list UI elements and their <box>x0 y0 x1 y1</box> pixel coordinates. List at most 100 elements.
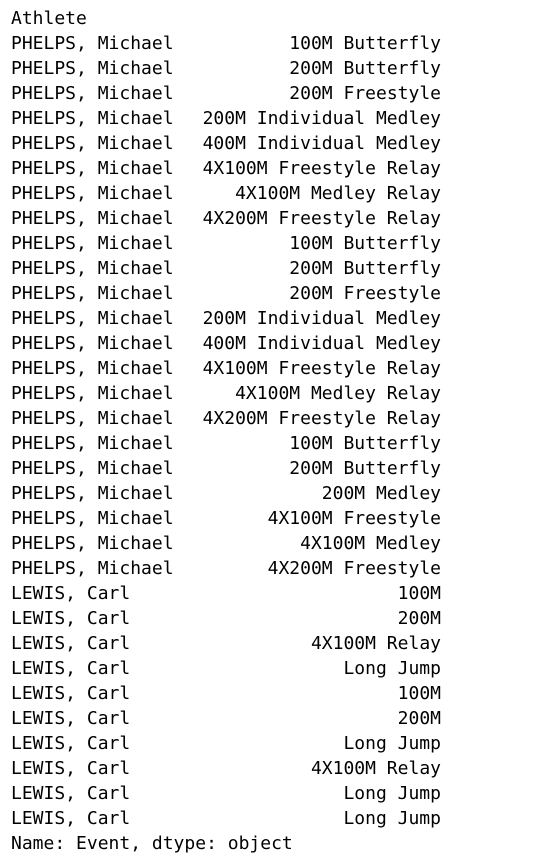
athlete-name: PHELPS, Michael <box>11 508 174 529</box>
series-row: LEWIS, Carl 200M <box>11 706 441 731</box>
series-output: Athlete PHELPS, Michael 100M Butterfly PHE… <box>11 6 546 856</box>
series-row: PHELPS, Michael 4X100M Freestyle Relay <box>11 356 441 381</box>
event-name: 200M Medley <box>321 483 441 504</box>
series-row: PHELPS, Michael 200M Butterfly <box>11 56 441 81</box>
event-name: 4X100M Medley <box>300 533 441 554</box>
event-name: 4X200M Freestyle Relay <box>202 208 441 229</box>
event-name: 200M Butterfly <box>289 258 441 279</box>
event-name: 4X100M Medley Relay <box>235 183 441 204</box>
series-row: PHELPS, Michael 4X100M Medley Relay <box>11 381 441 406</box>
athlete-name: LEWIS, Carl <box>11 658 131 679</box>
series-row: PHELPS, Michael 4X200M Freestyle Relay <box>11 406 441 431</box>
athlete-name: PHELPS, Michael <box>11 108 174 129</box>
event-name: 100M Butterfly <box>289 233 441 254</box>
athlete-name: PHELPS, Michael <box>11 258 174 279</box>
series-row: PHELPS, Michael 400M Individual Medley <box>11 131 441 156</box>
event-name: 4X200M Freestyle <box>267 558 441 579</box>
athlete-name: LEWIS, Carl <box>11 733 131 754</box>
athlete-name: PHELPS, Michael <box>11 458 174 479</box>
event-name: 4X100M Freestyle <box>267 508 441 529</box>
series-row: LEWIS, Carl Long Jump <box>11 731 441 756</box>
event-name: 200M Butterfly <box>289 458 441 479</box>
event-name: 4X100M Relay <box>310 633 441 654</box>
event-name: 200M Freestyle <box>289 83 441 104</box>
athlete-name: LEWIS, Carl <box>11 708 131 729</box>
event-name: 100M Butterfly <box>289 433 441 454</box>
athlete-name: PHELPS, Michael <box>11 433 174 454</box>
series-footer: Name: Event, dtype: object <box>11 833 293 854</box>
athlete-name: LEWIS, Carl <box>11 608 131 629</box>
event-name: 4X100M Relay <box>310 758 441 779</box>
series-row: LEWIS, Carl 4X100M Relay <box>11 756 441 781</box>
event-name: 200M Butterfly <box>289 58 441 79</box>
event-name: 4X200M Freestyle Relay <box>202 408 441 429</box>
index-name-header: Athlete <box>11 8 87 29</box>
series-row: PHELPS, Michael 4X200M Freestyle Relay <box>11 206 441 231</box>
athlete-name: LEWIS, Carl <box>11 808 131 829</box>
event-name: 200M Freestyle <box>289 283 441 304</box>
event-name: Long Jump <box>343 808 441 829</box>
event-name: 400M Individual Medley <box>202 333 441 354</box>
series-row: PHELPS, Michael 4X100M Medley <box>11 531 441 556</box>
athlete-name: PHELPS, Michael <box>11 33 174 54</box>
athlete-name: PHELPS, Michael <box>11 358 174 379</box>
series-row: PHELPS, Michael 200M Butterfly <box>11 456 441 481</box>
event-name: 100M Butterfly <box>289 33 441 54</box>
series-row: PHELPS, Michael 200M Freestyle <box>11 81 441 106</box>
athlete-name: PHELPS, Michael <box>11 308 174 329</box>
athlete-name: PHELPS, Michael <box>11 483 174 504</box>
series-row: LEWIS, Carl Long Jump <box>11 806 441 831</box>
series-row: PHELPS, Michael 100M Butterfly <box>11 431 441 456</box>
series-rows: PHELPS, Michael 100M Butterfly PHELPS, Mic… <box>11 31 546 831</box>
series-row: PHELPS, Michael 4X100M Freestyle <box>11 506 441 531</box>
athlete-name: PHELPS, Michael <box>11 558 174 579</box>
series-row: PHELPS, Michael 100M Butterfly <box>11 31 441 56</box>
event-name: 4X100M Medley Relay <box>235 383 441 404</box>
athlete-name: PHELPS, Michael <box>11 283 174 304</box>
event-name: 200M Individual Medley <box>202 108 441 129</box>
event-name: 200M Individual Medley <box>202 308 441 329</box>
athlete-name: PHELPS, Michael <box>11 158 174 179</box>
series-row: LEWIS, Carl 4X100M Relay <box>11 631 441 656</box>
athlete-name: PHELPS, Michael <box>11 533 174 554</box>
event-name: 100M <box>397 683 441 704</box>
series-row: PHELPS, Michael 4X200M Freestyle <box>11 556 441 581</box>
event-name: 4X100M Freestyle Relay <box>202 358 441 379</box>
athlete-name: LEWIS, Carl <box>11 583 131 604</box>
series-row: PHELPS, Michael 200M Medley <box>11 481 441 506</box>
series-row: PHELPS, Michael 4X100M Freestyle Relay <box>11 156 441 181</box>
event-name: Long Jump <box>343 658 441 679</box>
athlete-name: PHELPS, Michael <box>11 183 174 204</box>
athlete-name: PHELPS, Michael <box>11 58 174 79</box>
series-row: LEWIS, Carl Long Jump <box>11 781 441 806</box>
series-row: LEWIS, Carl 200M <box>11 606 441 631</box>
event-name: 200M <box>397 608 441 629</box>
athlete-name: PHELPS, Michael <box>11 233 174 254</box>
series-row: LEWIS, Carl Long Jump <box>11 656 441 681</box>
event-name: Long Jump <box>343 783 441 804</box>
athlete-name: LEWIS, Carl <box>11 783 131 804</box>
athlete-name: PHELPS, Michael <box>11 383 174 404</box>
athlete-name: PHELPS, Michael <box>11 208 174 229</box>
athlete-name: PHELPS, Michael <box>11 133 174 154</box>
athlete-name: PHELPS, Michael <box>11 83 174 104</box>
series-row: LEWIS, Carl 100M <box>11 681 441 706</box>
athlete-name: LEWIS, Carl <box>11 758 131 779</box>
event-name: Long Jump <box>343 733 441 754</box>
series-row: PHELPS, Michael 200M Individual Medley <box>11 306 441 331</box>
athlete-name: LEWIS, Carl <box>11 683 131 704</box>
event-name: 100M <box>397 583 441 604</box>
event-name: 400M Individual Medley <box>202 133 441 154</box>
series-row: PHELPS, Michael 200M Freestyle <box>11 281 441 306</box>
series-row: PHELPS, Michael 4X100M Medley Relay <box>11 181 441 206</box>
event-name: 200M <box>397 708 441 729</box>
series-row: PHELPS, Michael 200M Individual Medley <box>11 106 441 131</box>
series-row: PHELPS, Michael 400M Individual Medley <box>11 331 441 356</box>
athlete-name: PHELPS, Michael <box>11 408 174 429</box>
athlete-name: PHELPS, Michael <box>11 333 174 354</box>
series-row: PHELPS, Michael 100M Butterfly <box>11 231 441 256</box>
event-name: 4X100M Freestyle Relay <box>202 158 441 179</box>
series-row: PHELPS, Michael 200M Butterfly <box>11 256 441 281</box>
series-row: LEWIS, Carl 100M <box>11 581 441 606</box>
athlete-name: LEWIS, Carl <box>11 633 131 654</box>
